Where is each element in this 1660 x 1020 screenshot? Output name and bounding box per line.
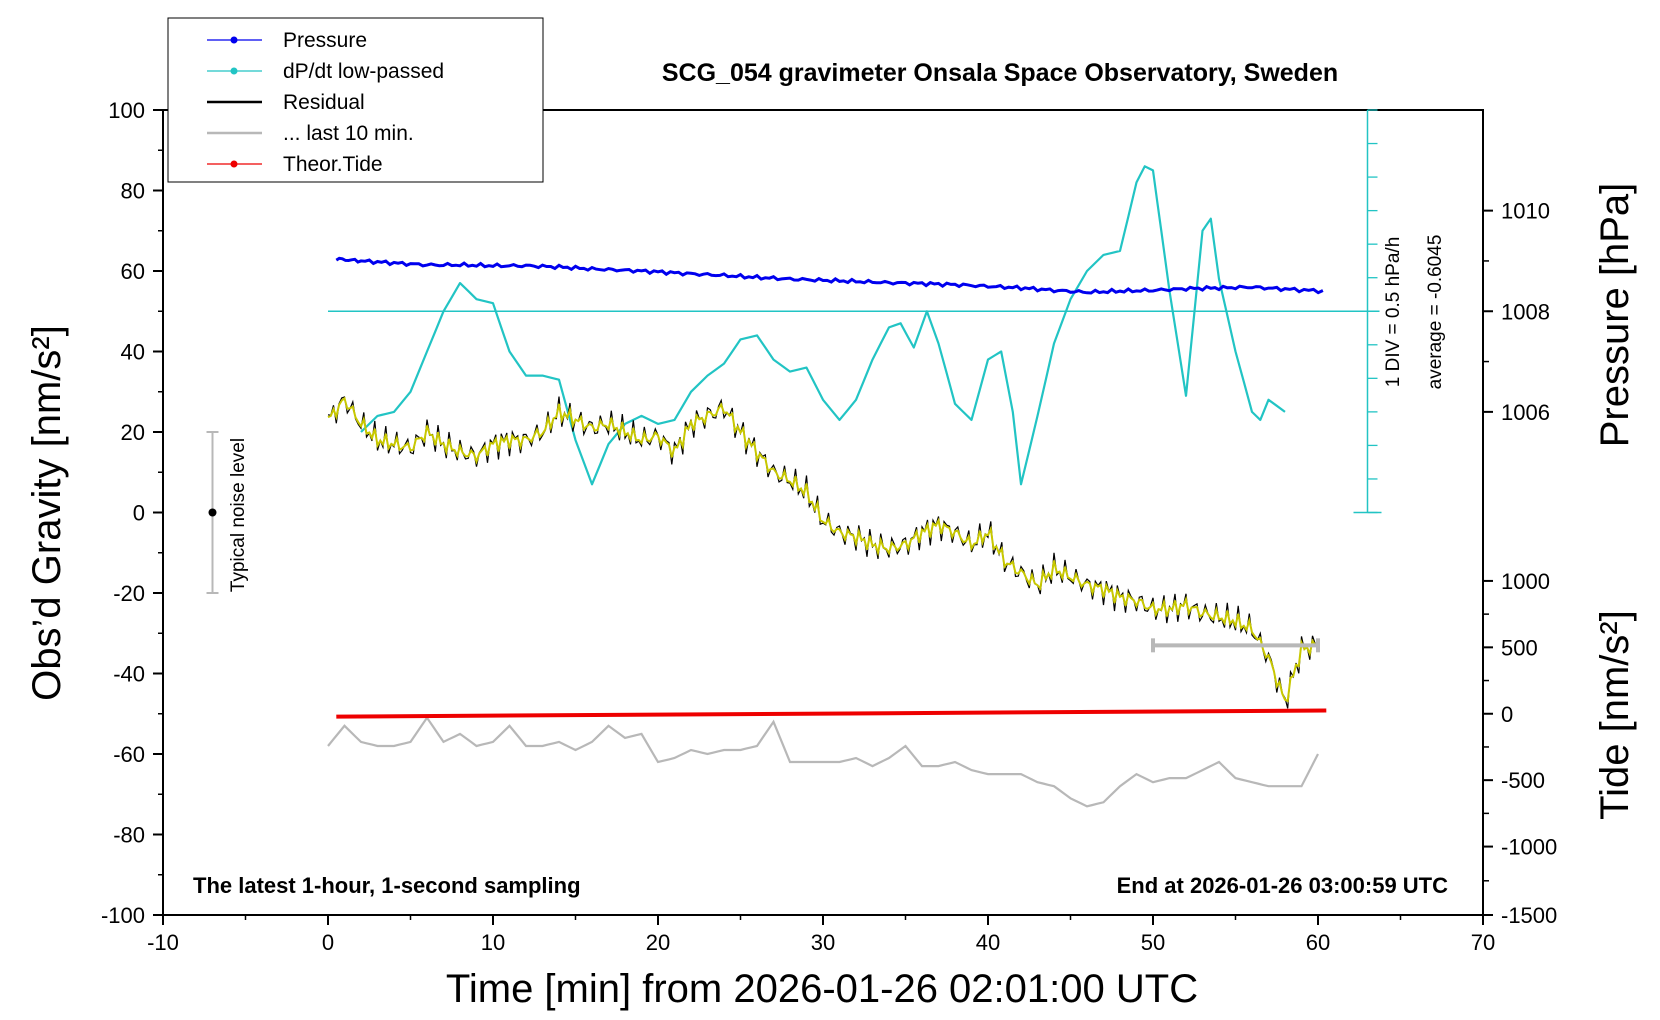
series-layer [327, 165, 1327, 808]
noise-level-label: Typical noise level [228, 438, 249, 592]
tide-tick-label: 500 [1501, 635, 1538, 660]
dpdt-line [360, 165, 1286, 486]
x-tick-label: 70 [1471, 930, 1495, 955]
legend-swatch-marker [230, 36, 238, 44]
y-tick-label: -20 [113, 581, 145, 606]
x-axis-title: Time [min] from 2026-01-26 02:01:00 UTC [446, 967, 1198, 1011]
y-tick-label: 20 [121, 420, 145, 445]
x-tick-label: 20 [646, 930, 670, 955]
plot-area [162, 109, 1484, 916]
noise-bar-center [208, 508, 217, 517]
x-tick-label: 30 [811, 930, 835, 955]
y-tick-label: 80 [121, 179, 145, 204]
tide-line [336, 708, 1327, 719]
end-time-note: End at 2026-01-26 03:00:59 UTC [1117, 873, 1448, 898]
y-tick-label: -100 [101, 903, 145, 928]
chart-title: SCG_054 gravimeter Onsala Space Observat… [662, 59, 1338, 87]
legend-label: Pressure [283, 29, 367, 52]
dpdt-average-label: average = -0.6045 [1425, 235, 1446, 390]
pressure-line [335, 256, 1324, 295]
legend-label: Theor.Tide [283, 153, 383, 176]
residual-line [327, 396, 1319, 709]
legend-label: Residual [283, 91, 365, 114]
pressure-tick-label: 1008 [1501, 299, 1550, 324]
residual-smoothed-line [327, 396, 1319, 703]
tide-tick-label: -1500 [1501, 903, 1557, 928]
legend-label: dP/dt low-passed [283, 60, 444, 83]
legend-swatch-marker [230, 67, 238, 75]
last-10-min-line [327, 715, 1319, 808]
legend-label: ... last 10 min. [283, 122, 414, 145]
noise-level-indicator [206, 431, 219, 594]
pressure-axis-title: Pressure [hPa] [1593, 183, 1637, 448]
pressure-tick-label: 1010 [1501, 199, 1550, 224]
x-tick-label: 40 [976, 930, 1000, 955]
tide-axis-ticks: 1000 500 0 -500 -1000 -1500 [1483, 569, 1557, 928]
y-axis-ticks: 100 80 60 40 20 0 -20 -40 -60 -80 -100 [101, 98, 163, 928]
x-axis-ticks: -10 0 10 20 30 40 50 60 70 [147, 915, 1495, 955]
x-tick-label: -10 [147, 930, 179, 955]
tide-tick-label: -500 [1501, 768, 1545, 793]
x-tick-label: 60 [1306, 930, 1330, 955]
dpdt-scale-axis [328, 109, 1382, 514]
legend: Pressure dP/dt low-passed Residual ... last… [167, 17, 544, 183]
y-tick-label: -80 [113, 823, 145, 848]
tide-tick-label: -1000 [1501, 835, 1557, 860]
dpdt-scale-label: 1 DIV = 0.5 hPa/h [1383, 237, 1404, 388]
x-tick-label: 50 [1141, 930, 1165, 955]
y-tick-label: -40 [113, 662, 145, 687]
y-axis-title: Obs’d Gravity [nm/s²] [25, 325, 69, 701]
y-tick-label: -60 [113, 742, 145, 767]
pressure-tick-label: 1006 [1501, 400, 1550, 425]
legend-swatch-marker [230, 160, 238, 168]
pressure-axis-ticks: 1010 1008 1006 [1483, 199, 1550, 425]
x-tick-label: 10 [481, 930, 505, 955]
y-tick-label: 0 [133, 501, 145, 526]
tide-tick-label: 1000 [1501, 569, 1550, 594]
sampling-note: The latest 1-hour, 1-second sampling [193, 873, 581, 898]
y-tick-label: 60 [121, 259, 145, 284]
last-10-min-range-bar [1151, 638, 1320, 653]
y-tick-label: 100 [108, 98, 145, 123]
y-tick-label: 40 [121, 340, 145, 365]
tide-axis-title: Tide [nm/s²] [1593, 610, 1637, 820]
legend-box [167, 17, 544, 183]
x-tick-label: 0 [322, 930, 334, 955]
tide-tick-label: 0 [1501, 702, 1513, 727]
